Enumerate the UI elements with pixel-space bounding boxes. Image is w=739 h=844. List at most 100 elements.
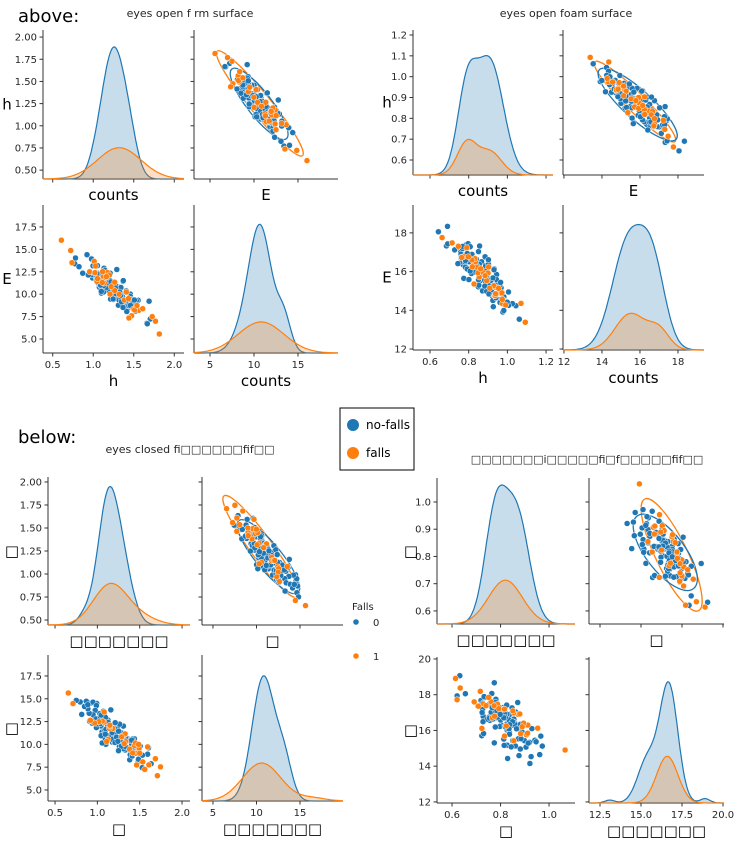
scatter-point-falls [239, 507, 247, 515]
y-tick-label: 1.1 [391, 51, 407, 62]
scatter-point-falls [701, 603, 709, 611]
scatter-point-no-falls [497, 279, 504, 286]
scatter-point-falls [236, 68, 243, 75]
scatter-point-falls [661, 126, 669, 133]
x-tick-label: 0.8 [461, 357, 477, 368]
bottom-right-kde-panel: 12 14 16 18 counts [558, 205, 704, 387]
scatter-point-falls [670, 143, 677, 151]
kde-line-falls [201, 762, 344, 802]
scatter-point-falls [255, 560, 263, 568]
scatter-point-no-falls [642, 560, 650, 567]
scatter-point-falls [267, 108, 275, 115]
kde-fill-falls [48, 583, 190, 625]
x-axis-label: □□□□□□□ [69, 632, 168, 650]
y-axis-label: E [2, 270, 11, 288]
kde-line-no-falls [589, 681, 724, 804]
kde-fill-no-falls [48, 486, 190, 625]
y-tick-label: 15.0 [20, 694, 42, 705]
scatter-point-falls [676, 578, 683, 585]
scatter-point-no-falls [289, 129, 296, 136]
scatter-point-no-falls [631, 532, 638, 539]
y-tick-label: 0.50 [15, 166, 37, 177]
scatter-point-no-falls [115, 747, 122, 754]
x-axis-label: counts [241, 372, 291, 390]
scatter-point-falls [292, 597, 299, 604]
top-right-scatter-panel: □ [585, 478, 724, 649]
scatter-point-falls [144, 743, 151, 751]
top-left-kde-panel: 0.50 0.75 1.00 1.25 1.50 1.75 2.00 counts h [2, 30, 185, 204]
scatter-point-no-falls [247, 547, 254, 555]
y-tick-label: 1.00 [20, 570, 42, 581]
scatter-point-falls [133, 302, 141, 309]
pairplot-grids: eyes open f rm surface0.500.751.001.251.… [2, 7, 734, 840]
scatter-point-no-falls [644, 126, 652, 134]
scatter-point-no-falls [697, 560, 705, 567]
scatter-point-falls [99, 268, 106, 275]
y-tick-label: 5.0 [21, 335, 37, 346]
scatter-point-falls [673, 548, 681, 556]
scatter-point-falls [693, 598, 700, 606]
scatter-point-no-falls [113, 266, 121, 273]
scatter-point-falls [148, 313, 156, 320]
scatter-point-no-falls [638, 87, 645, 95]
y-axis-label: □ [5, 719, 19, 737]
y-tick-label: 7.5 [21, 312, 37, 323]
scatter-point-no-falls [505, 288, 512, 296]
scatter-point-falls [223, 505, 230, 512]
scatter-point-falls [120, 740, 128, 747]
scatter-point-falls [682, 601, 689, 609]
scatter-point-no-falls [516, 315, 523, 323]
legend-label-no-falls: no-falls [366, 418, 410, 432]
legend-marker-no-falls [347, 419, 359, 431]
scatter-point-no-falls [454, 260, 462, 267]
scatter-point-falls [490, 702, 498, 710]
y-tick-label: 0.9 [391, 93, 407, 104]
scatter-point-no-falls [491, 739, 498, 747]
kde-fill-no-falls [202, 675, 343, 801]
x-axis-label: counts [458, 182, 508, 200]
scatter-point-falls [664, 132, 672, 140]
y-tick-label: 16 [394, 267, 407, 278]
scatter-point-falls [262, 99, 270, 106]
scatter-point-no-falls [75, 263, 83, 270]
scatter-point-falls [486, 284, 493, 292]
x-axis-label: E [261, 186, 270, 204]
bottom-left-scatter-panel: 0.5 1.0 1.5 2.0 5.0 7.5 10.0 12.5 15.0 17.5 h E [2, 205, 184, 390]
scatter-point-falls [233, 514, 241, 522]
scatter-point-no-falls [537, 732, 545, 740]
scatter-point-no-falls [123, 308, 131, 315]
scatter-point-falls [94, 275, 101, 282]
top-right-scatter-panel: E [190, 30, 338, 204]
scatter-point-no-falls [648, 508, 656, 515]
y-tick-label: 1.75 [15, 55, 37, 66]
x-tick-label: 12.5 [589, 810, 611, 821]
scatter-point-falls [534, 724, 541, 732]
x-tick-label: 18 [672, 357, 685, 368]
legend-label-falls: falls [366, 446, 391, 460]
scatter-point-falls [648, 548, 656, 556]
scatter-point-falls [674, 555, 681, 562]
scatter-point-falls [125, 314, 133, 322]
scatter-point-no-falls [286, 556, 293, 563]
y-tick-label: 18 [394, 228, 407, 239]
y-tick-label: 0.6 [415, 606, 431, 617]
scatter-point-no-falls [657, 559, 664, 566]
scatter-point-falls [103, 273, 110, 280]
x-tick-label: 1.0 [85, 360, 101, 371]
x-axis-label: □ [649, 631, 663, 649]
y-tick-label: 0.7 [415, 579, 431, 590]
scatter-point-falls [278, 120, 285, 127]
scatter-point-falls [284, 563, 291, 570]
scatter-point-falls [615, 79, 623, 86]
y-tick-label: 12.5 [15, 267, 37, 278]
scatter-point-no-falls [233, 85, 241, 93]
scatter-point-falls [231, 502, 239, 509]
scatter-point-no-falls [628, 545, 635, 552]
scatter-point-falls [123, 288, 130, 296]
scatter-point-falls [475, 702, 482, 710]
scatter-point-no-falls [273, 551, 281, 558]
scatter-point-falls [152, 755, 159, 762]
scatter-point-falls [620, 82, 627, 90]
scatter-point-falls [129, 749, 136, 757]
y-axis-label: h [382, 94, 392, 112]
